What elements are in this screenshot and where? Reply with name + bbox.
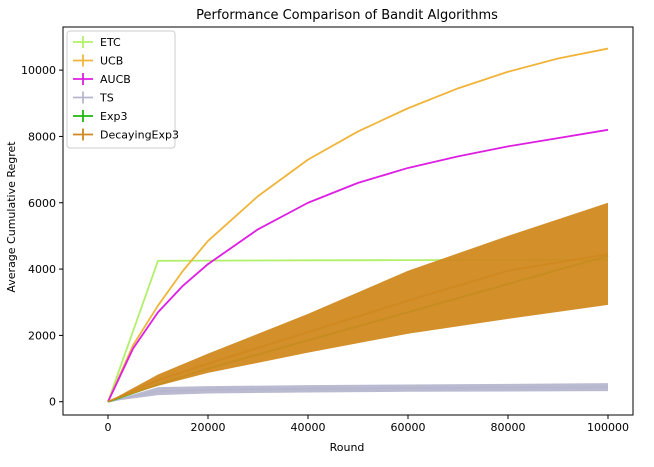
x-tick-label: 0 [105,421,112,434]
x-tick-label: 80000 [491,421,526,434]
chart-title: Performance Comparison of Bandit Algorit… [196,8,498,23]
legend-box [66,30,176,149]
y-tick-label: 6000 [28,197,56,210]
x-axis-label: Round [330,441,365,454]
plot-area [107,47,609,403]
line-decayingexp3 [107,253,609,403]
legend-entry: DecayingExp3 [73,128,179,142]
x-axis: 0 20000 40000 60000 80000 100000 [105,415,629,434]
legend: ETC UCB AUCB TS Exp3 DecayingExp3 [66,30,179,149]
legend-entry: Exp3 [73,110,127,123]
y-tick-label: 10000 [21,64,56,77]
line-ts [107,386,609,403]
plot-frame [62,26,634,416]
legend-entry: ETC [73,36,121,49]
legend-label: AUCB [100,73,131,86]
y-axis-label: Average Cumulative Regret [5,141,18,293]
x-tick-label: 20000 [191,421,226,434]
legend-entry: UCB [73,54,123,68]
legend-label: DecayingExp3 [100,129,179,142]
series-ts [107,383,609,403]
line-ucb [107,47,609,403]
series-decayingexp3 [107,202,609,403]
series-ucb [107,47,609,403]
legend-entry: AUCB [73,73,131,86]
series-aucb [107,128,609,403]
y-tick-label: 4000 [28,263,56,276]
legend-label: ETC [100,36,121,49]
band-ts [108,383,608,402]
x-tick-label: 40000 [291,421,326,434]
y-tick-label: 8000 [28,130,56,143]
x-tick-label: 60000 [391,421,426,434]
legend-label: UCB [100,55,123,68]
x-tick-label: 100000 [587,421,629,434]
legend-entry: TS [73,91,114,105]
line-aucb [107,128,609,403]
legend-label: TS [99,92,114,105]
y-tick-label: 0 [49,396,56,409]
band-decayingexp3 [108,202,608,402]
y-tick-label: 2000 [28,329,56,342]
y-axis: 0 2000 4000 6000 8000 10000 [21,64,63,409]
legend-label: Exp3 [100,110,127,123]
